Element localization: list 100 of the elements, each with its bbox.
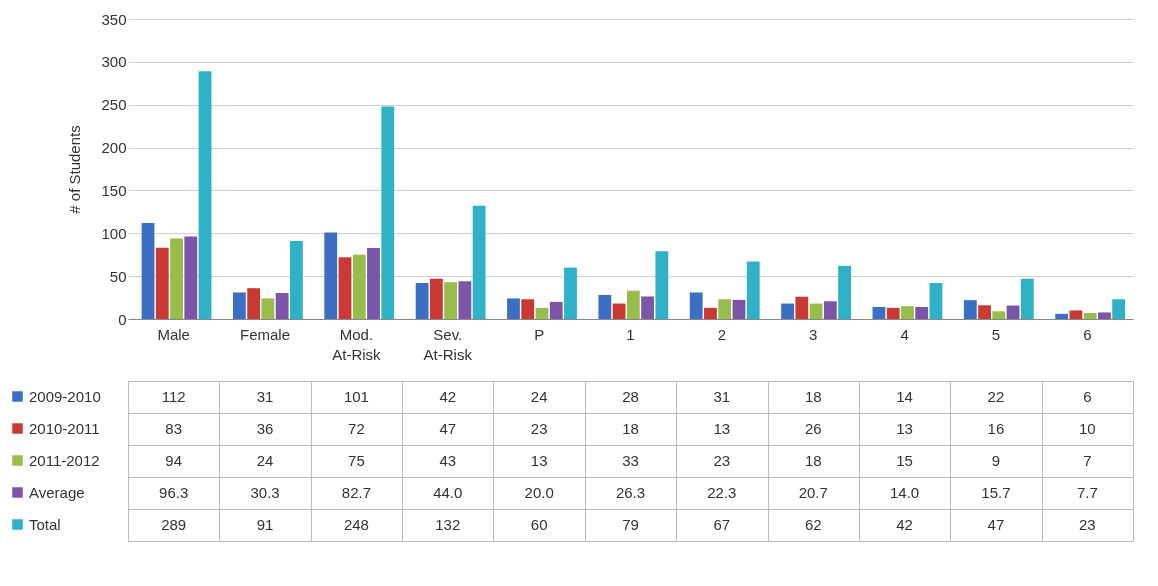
- data-label: 31: [713, 388, 731, 405]
- x-tick-label: Sev. At-Risk: [423, 325, 473, 363]
- bar: [641, 296, 655, 319]
- data-label: 18: [804, 452, 822, 469]
- data-label: 22: [987, 388, 1005, 405]
- bar: [746, 261, 760, 319]
- bar: [598, 295, 612, 319]
- data-label: 36: [256, 420, 274, 437]
- x-tick-label: 5: [991, 325, 1001, 343]
- legend-label: 2010-2011: [29, 419, 100, 437]
- data-label: 83: [165, 420, 183, 437]
- bar: [886, 307, 900, 319]
- data-label: 96.3: [159, 484, 189, 501]
- data-label: 289: [161, 516, 187, 533]
- legend-label: 2009-2010: [29, 387, 101, 405]
- bar: [1098, 312, 1111, 319]
- data-label: 18: [622, 420, 639, 437]
- data-label: 79: [622, 516, 639, 533]
- y-tick-label: 150: [101, 181, 127, 199]
- data-label: 15: [896, 452, 913, 469]
- data-label: 30.3: [250, 484, 280, 501]
- data-label: 9: [991, 452, 1001, 469]
- bar: [655, 251, 669, 319]
- bar: [901, 306, 914, 319]
- data-label: 24: [256, 452, 274, 469]
- bar: [275, 293, 289, 319]
- data-label: 43: [439, 452, 457, 469]
- bar: [535, 307, 549, 319]
- data-label: 47: [439, 420, 457, 437]
- bar: [781, 303, 794, 319]
- bar: [261, 298, 275, 319]
- data-label: 10: [1078, 420, 1096, 437]
- y-tick-label: 350: [101, 10, 127, 28]
- data-label: 16: [987, 420, 1005, 437]
- data-label: 7: [1083, 452, 1092, 469]
- data-label: 82.7: [341, 484, 372, 501]
- bar: [472, 205, 486, 319]
- data-label: 6: [1083, 388, 1092, 405]
- data-label: 101: [343, 388, 369, 405]
- data-label: 7.7: [1076, 484, 1098, 501]
- data-label: 44.0: [433, 484, 463, 501]
- data-label: 47: [987, 516, 1005, 533]
- x-tick-label: 2: [717, 325, 727, 343]
- bar: [1069, 310, 1083, 319]
- x-tick-label: Female: [240, 325, 291, 343]
- bar: [564, 267, 577, 319]
- data-label: 14.0: [889, 484, 920, 501]
- x-tick-label: 1: [626, 325, 635, 343]
- data-label: 15.7: [981, 484, 1011, 501]
- bar: [1055, 313, 1069, 319]
- data-label: 13: [713, 420, 731, 437]
- data-label: 72: [348, 420, 365, 437]
- bar: [198, 71, 212, 319]
- bar: [184, 236, 198, 319]
- data-label: 23: [1078, 516, 1096, 533]
- legend-label: Average: [29, 483, 85, 501]
- x-tick-label: P: [534, 325, 545, 343]
- bar: [549, 301, 563, 319]
- data-label: 60: [530, 516, 548, 533]
- x-tick-label: Male: [157, 325, 190, 343]
- data-label: 13: [896, 420, 913, 437]
- data-label: 23: [713, 452, 731, 469]
- bar: [155, 247, 169, 319]
- bar: [289, 241, 303, 319]
- bar: [689, 292, 703, 319]
- bar: [429, 278, 443, 319]
- bar: [838, 265, 851, 319]
- bar: [718, 299, 732, 319]
- bar: [170, 238, 183, 319]
- data-label: 112: [161, 388, 186, 405]
- bar: [612, 303, 626, 319]
- y-tick-label: 250: [101, 96, 127, 114]
- bar: [415, 283, 429, 319]
- data-label: 248: [343, 516, 369, 533]
- bar: [915, 307, 929, 319]
- data-label: 42: [439, 388, 457, 405]
- y-tick-label: 100: [101, 224, 127, 242]
- data-label: 75: [348, 452, 365, 469]
- data-label: 26.3: [615, 484, 646, 501]
- y-tick-label: 50: [109, 267, 127, 285]
- x-tick-label: Mod. At-Risk: [332, 325, 382, 363]
- bar: [324, 232, 338, 319]
- bar: [1112, 299, 1126, 319]
- bar: [978, 305, 991, 319]
- bar: [381, 106, 395, 319]
- data-label: 24: [530, 388, 548, 405]
- data-label: 91: [256, 516, 274, 533]
- bar: [338, 257, 352, 319]
- data-label: 132: [435, 516, 461, 533]
- data-label: 22.3: [707, 484, 737, 501]
- data-label: 31: [256, 388, 274, 405]
- bar: [507, 298, 520, 319]
- data-label: 62: [804, 516, 822, 533]
- bar: [809, 303, 823, 319]
- y-tick-label: 300: [101, 53, 127, 71]
- data-label: 42: [896, 516, 913, 533]
- bar: [458, 281, 472, 319]
- x-tick-label: 6: [1083, 325, 1092, 343]
- bar: [1006, 305, 1020, 319]
- bar: [521, 299, 535, 319]
